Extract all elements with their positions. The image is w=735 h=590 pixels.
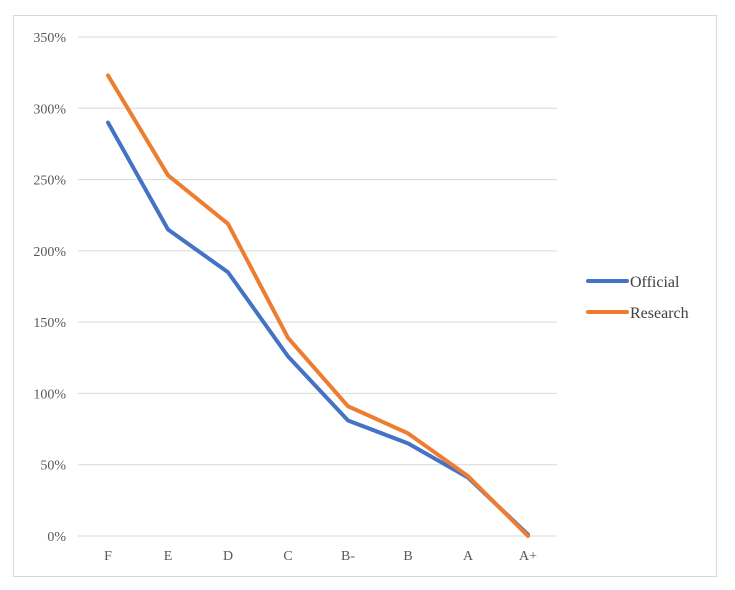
series-lines: [106, 73, 530, 538]
legend-label-official: Official: [630, 274, 680, 291]
x-tick-label: B: [403, 549, 412, 564]
x-tick-label: F: [104, 549, 112, 564]
y-tick-label: 300%: [33, 102, 66, 117]
legend: Official Research: [586, 274, 689, 322]
y-tick-label: 350%: [33, 31, 66, 46]
y-tick-label: 0%: [47, 530, 66, 545]
series-line-research: [106, 73, 530, 538]
y-tick-label: 50%: [40, 459, 66, 474]
y-tick-label: 250%: [33, 174, 66, 189]
x-tick-label: C: [283, 549, 292, 564]
y-tick-label: 100%: [33, 387, 66, 402]
gridlines: [78, 36, 557, 537]
legend-label-research: Research: [630, 305, 689, 322]
x-tick-label: E: [164, 549, 173, 564]
x-tick-label: A: [463, 549, 474, 564]
series-line-official: [106, 120, 530, 537]
x-tick-label: A+: [519, 549, 537, 564]
x-tick-label: D: [223, 549, 233, 564]
y-axis-tick-labels: 0% 50% 100% 150% 200% 250% 300% 350%: [33, 31, 66, 545]
y-tick-label: 150%: [33, 316, 66, 331]
x-tick-label: B-: [341, 549, 355, 564]
x-axis-tick-labels: F E D C B- B A A+: [104, 549, 537, 564]
y-tick-label: 200%: [33, 245, 66, 260]
